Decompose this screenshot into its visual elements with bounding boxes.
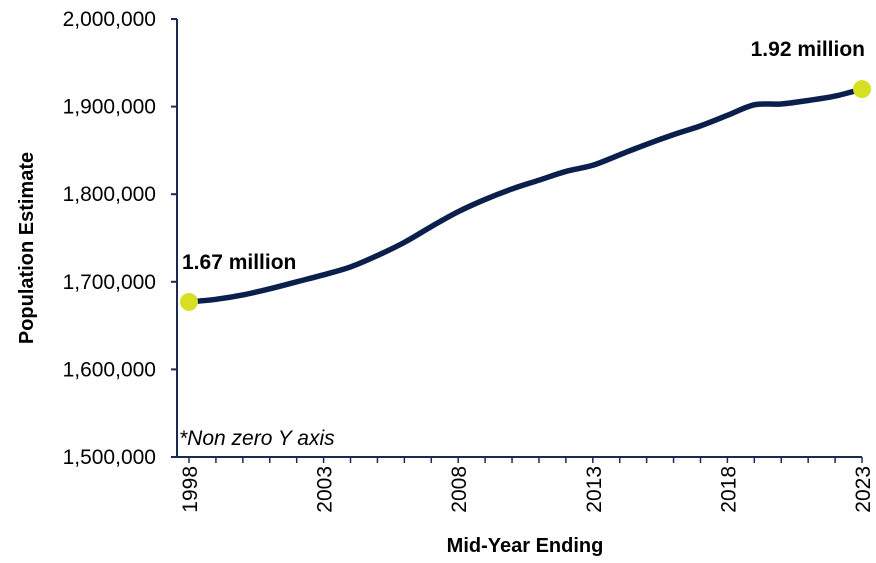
series-layer [186, 86, 865, 305]
x-tick-label: 2023 [852, 466, 875, 513]
y-tick-label: 1,600,000 [63, 358, 156, 381]
y-tick-label: 1,800,000 [63, 183, 156, 206]
highlight-markers: 1.67 million 1.92 million [180, 38, 871, 311]
y-axis: 1,500,000 1,600,000 1,700,000 1,800,000 1,90… [63, 8, 178, 469]
x-tick-label: 2013 [583, 466, 606, 513]
start-point-marker [180, 292, 198, 311]
x-axis-title: Mid-Year Ending [447, 535, 604, 557]
population-series-line [186, 86, 865, 305]
y-axis-title: Population Estimate [16, 152, 38, 344]
x-axis: 1998 2003 2008 2013 2018 2023 [177, 456, 875, 513]
x-tick-label: 2018 [717, 466, 740, 513]
x-tick-label: 2008 [448, 466, 471, 513]
x-tick-label: 1998 [179, 466, 202, 513]
y-tick-label: 1,900,000 [63, 96, 156, 119]
x-tick-label: 2003 [314, 466, 337, 513]
start-value-label: 1.67 million [182, 251, 296, 274]
y-tick-label: 1,700,000 [63, 271, 156, 294]
non-zero-axis-note: *Non zero Y axis [179, 427, 335, 450]
y-tick-label: 1,500,000 [63, 446, 156, 469]
y-tick-label: 2,000,000 [63, 8, 156, 31]
end-point-marker [853, 80, 871, 99]
end-value-label: 1.92 million [751, 38, 865, 61]
